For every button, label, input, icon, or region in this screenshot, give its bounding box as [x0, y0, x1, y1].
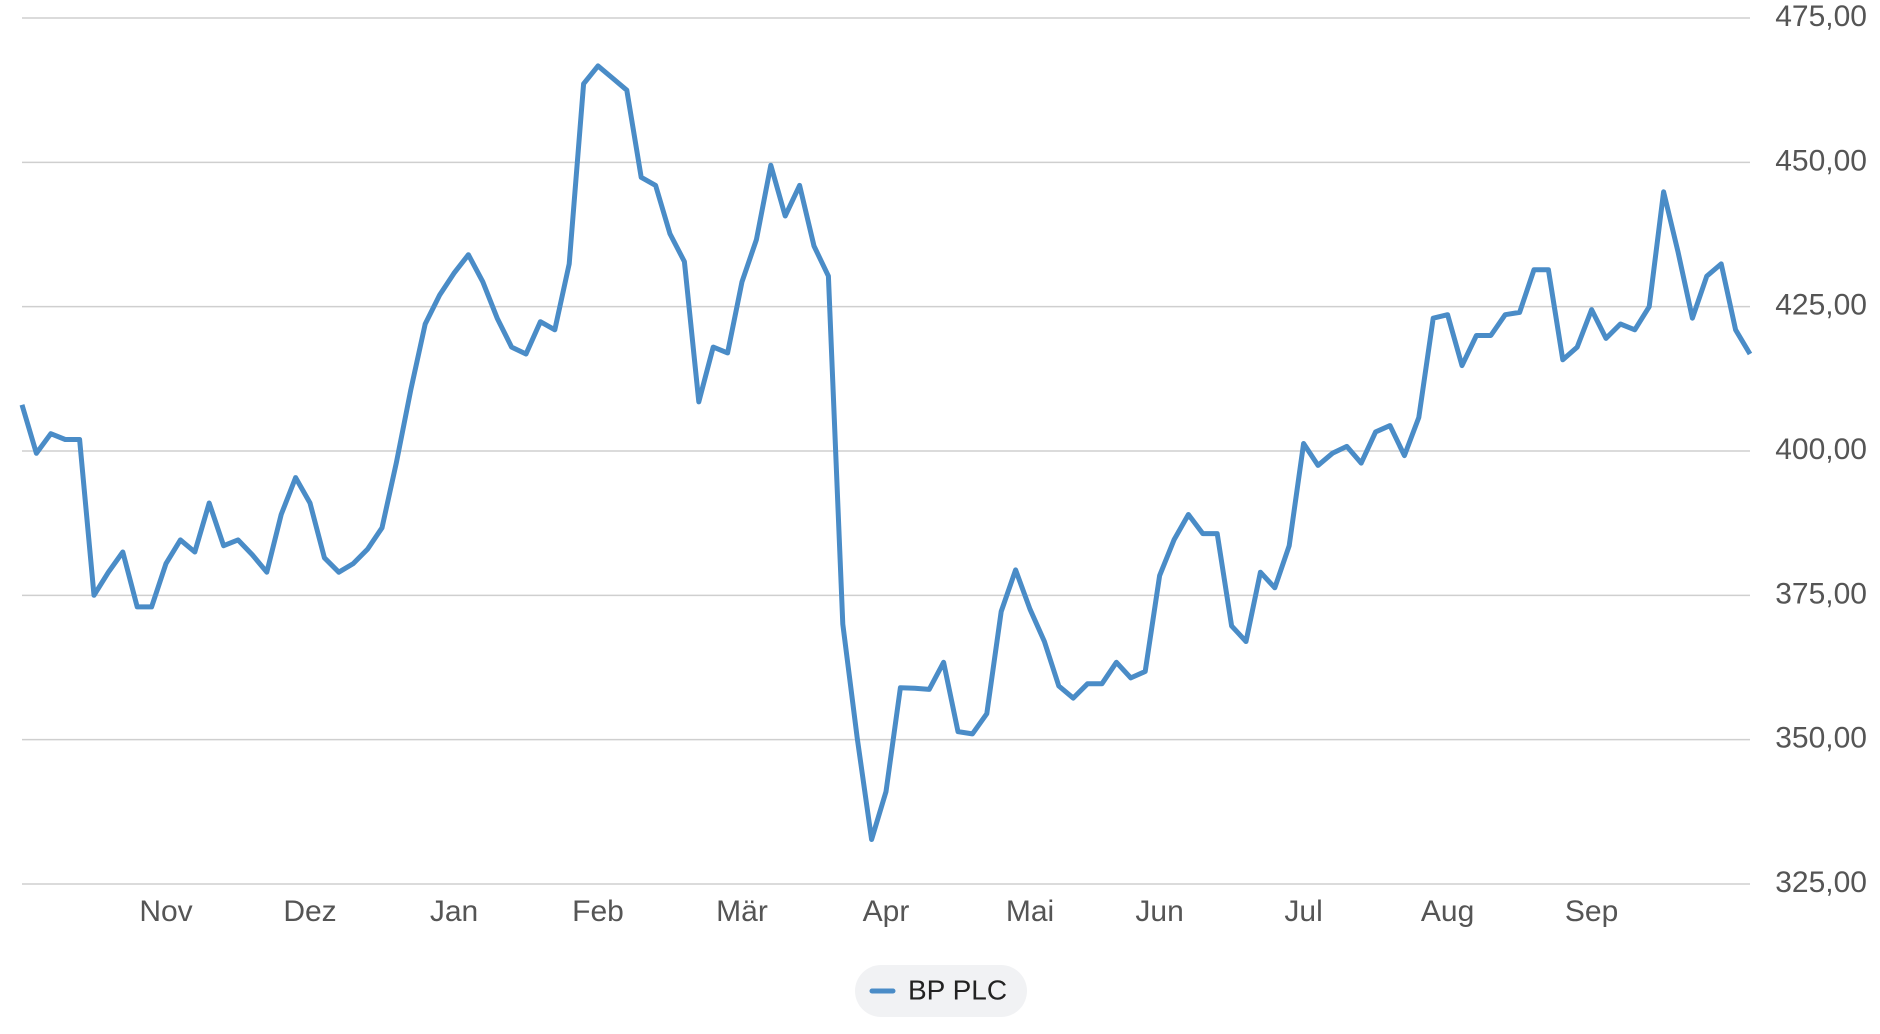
- y-tick-label: 350,00: [1775, 722, 1867, 755]
- y-tick-label: 475,00: [1775, 0, 1867, 33]
- x-tick-label: Aug: [1421, 895, 1474, 928]
- x-tick-label: Jun: [1135, 895, 1183, 928]
- x-tick-label: Jul: [1284, 895, 1322, 928]
- legend[interactable]: [855, 965, 1027, 1017]
- y-tick-label: 450,00: [1775, 144, 1867, 177]
- legend-label: BP PLC: [908, 974, 1007, 1005]
- x-tick-label: Jan: [430, 895, 478, 928]
- x-tick-label: Dez: [283, 895, 336, 928]
- x-tick-label: Mai: [1006, 895, 1054, 928]
- y-tick-label: 400,00: [1775, 433, 1867, 466]
- y-tick-label: 325,00: [1775, 866, 1867, 899]
- y-tick-label: 375,00: [1775, 577, 1867, 610]
- x-tick-label: Mär: [716, 895, 768, 928]
- y-tick-label: 425,00: [1775, 289, 1867, 322]
- x-tick-label: Apr: [863, 895, 910, 928]
- x-tick-label: Nov: [139, 895, 192, 928]
- x-tick-label: Sep: [1565, 895, 1618, 928]
- line: [19, 63, 1753, 842]
- x-tick-label: Feb: [572, 895, 624, 928]
